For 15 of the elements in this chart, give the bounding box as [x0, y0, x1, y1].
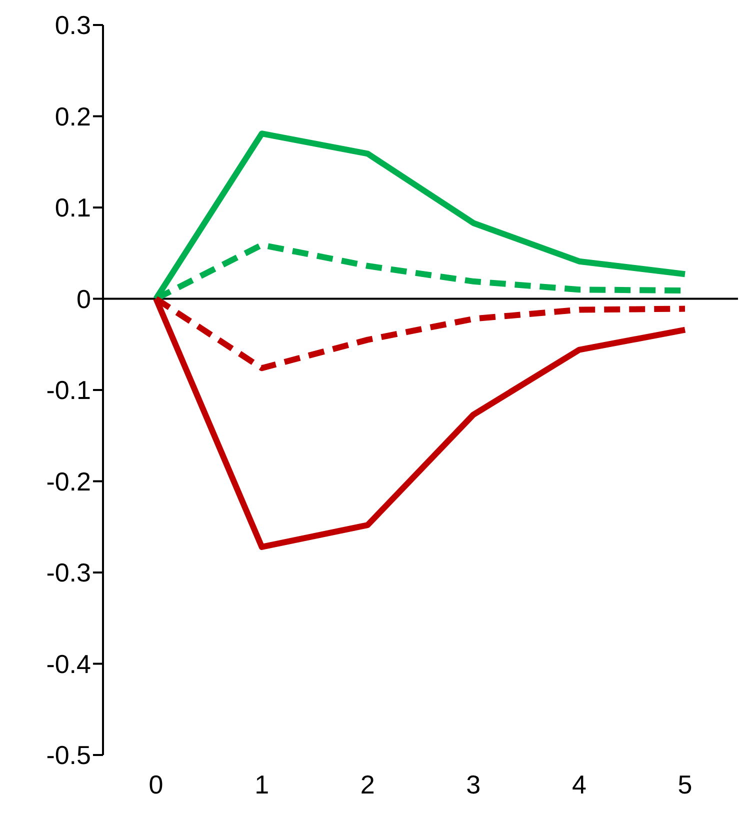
- x-tick-label: 1: [254, 769, 270, 800]
- y-tick-label: -0.5: [46, 740, 91, 770]
- y-tick-label: 0.3: [54, 10, 91, 40]
- y-tick-label: -0.2: [46, 466, 91, 496]
- x-tick-label: 4: [572, 769, 586, 800]
- y-tick-label: 0: [76, 284, 91, 314]
- y-tick-label: -0.3: [46, 558, 91, 588]
- y-tick-label: -0.4: [46, 648, 91, 679]
- x-tick-label: 5: [678, 769, 692, 800]
- y-tick-label: -0.1: [46, 375, 91, 406]
- x-tick-label: 3: [466, 769, 481, 800]
- y-tick-label: 0.1: [54, 192, 91, 223]
- y-tick-label: 0.2: [54, 101, 91, 132]
- x-tick-label: 0: [148, 769, 164, 800]
- x-tick-label: 2: [360, 769, 375, 800]
